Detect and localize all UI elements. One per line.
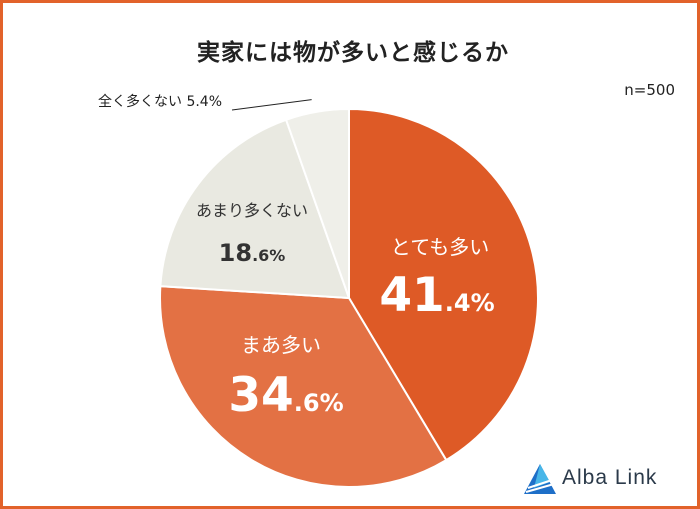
chart-title: 実家には物が多いと感じるか bbox=[197, 40, 509, 66]
slice-label-3: あまり多くない bbox=[196, 201, 308, 220]
pie-slice-4 bbox=[284, 107, 350, 299]
brand-name: Alba Link bbox=[562, 466, 658, 489]
slice-label-callout: 全く多くない 5.4% bbox=[98, 93, 222, 110]
alba-link-logo-icon bbox=[524, 464, 556, 494]
alba-link-logo: Alba Link bbox=[520, 460, 690, 500]
pie-slice-1 bbox=[348, 107, 539, 462]
callout-line bbox=[231, 99, 312, 111]
pie-slice-2 bbox=[159, 285, 448, 488]
slice-value-2: 34.6% bbox=[228, 368, 343, 423]
slice-value-1: 41.4% bbox=[379, 268, 494, 323]
pie-slice-3 bbox=[159, 118, 351, 300]
slice-value-3: 18.6% bbox=[219, 239, 286, 267]
sample-size-label: n=500 bbox=[624, 81, 675, 99]
slice-label-2: まあ多い bbox=[241, 333, 321, 357]
slice-label-1: とても多い bbox=[391, 235, 489, 259]
